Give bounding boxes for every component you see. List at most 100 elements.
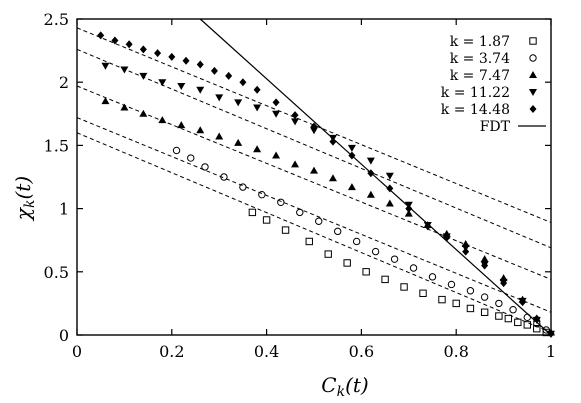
data-point-series-0: [514, 318, 522, 327]
data-point-series-1: [187, 154, 195, 162]
data-point-series-1: [258, 190, 266, 199]
legend-label: k = 11.22: [441, 85, 510, 101]
data-point-series-2: [366, 190, 375, 198]
data-point-series-3: [291, 118, 300, 126]
legend-marker: [529, 105, 537, 113]
data-point-series-3: [347, 144, 356, 152]
data-point-series-1: [172, 146, 181, 155]
data-point-series-4: [210, 66, 218, 75]
data-point-series-2: [177, 121, 186, 129]
data-point-series-2: [480, 255, 489, 263]
data-point-series-4: [500, 279, 508, 288]
data-point-series-4: [125, 40, 133, 49]
data-point-series-2: [234, 138, 243, 146]
data-point-series-4: [154, 49, 162, 58]
data-point-series-3: [196, 86, 205, 94]
data-point-series-1: [315, 217, 323, 225]
data-point-series-4: [424, 222, 432, 231]
y-tick-label: 0.5: [44, 263, 69, 282]
data-point-series-0: [466, 304, 475, 313]
data-point-series-3: [310, 127, 318, 135]
x-tick-label: 1: [546, 342, 556, 361]
y-tick-label: 2: [59, 73, 69, 92]
data-point-series-2: [328, 174, 337, 182]
data-point-series-0: [262, 216, 271, 224]
data-point-series-1: [390, 255, 399, 263]
data-point-series-2: [385, 199, 394, 207]
legend-label: k = 14.48: [441, 102, 510, 118]
data-point-series-0: [305, 237, 313, 246]
data-point-series-0: [523, 321, 531, 329]
y-tick-label: 1.5: [44, 136, 69, 155]
data-point-series-3: [366, 157, 375, 165]
data-point-series-3: [139, 72, 148, 80]
x-tick-label: 0: [72, 342, 82, 361]
data-point-series-2: [158, 116, 167, 124]
y-tick-label: 2.5: [44, 10, 69, 29]
legend-label: k = 3.74: [450, 51, 510, 67]
legend-marker: [529, 37, 537, 45]
data-point-series-3: [253, 104, 262, 112]
axis-ticks: 0 0.2 0.4 0.6 0.8 1 0 0.5 1 1.5 2 2.5: [44, 10, 557, 361]
data-point-series-4: [97, 31, 105, 40]
data-point-series-4: [182, 56, 190, 65]
data-point-series-3: [385, 172, 394, 180]
data-point-series-0: [281, 226, 290, 234]
data-point-series-2: [215, 132, 224, 140]
data-point-series-4: [253, 85, 261, 94]
data-point-series-4: [547, 329, 555, 338]
data-point-series-4: [239, 78, 247, 87]
data-point-series-4: [462, 247, 470, 256]
legend-label: k = 7.47: [450, 68, 510, 84]
legend-marker: [529, 89, 537, 96]
plot-frame: [76, 18, 552, 336]
data-point-series-3: [120, 66, 129, 74]
data-point-series-3: [177, 82, 186, 90]
data-point-series-1: [428, 273, 437, 281]
data-point-series-0: [438, 295, 446, 304]
fit-line: [76, 85, 552, 280]
data-point-series-1: [480, 293, 489, 301]
data-point-series-2: [404, 209, 413, 217]
data-point-series-1: [371, 247, 380, 256]
data-point-series-1: [523, 313, 531, 322]
data-point-series-4: [443, 233, 451, 242]
x-tick-label: 0.6: [349, 342, 374, 361]
data-point-series-3: [158, 79, 167, 87]
data-point-series-0: [362, 268, 370, 276]
data-point-series-2: [139, 109, 148, 117]
fit-line: [76, 117, 552, 313]
data-point-series-4: [367, 169, 375, 178]
x-tick-label: 0.4: [254, 342, 279, 361]
data-point-series-1: [277, 198, 285, 206]
data-point-series-0: [400, 283, 408, 291]
data-point-series-2: [310, 166, 318, 174]
data-point-series-0: [533, 324, 541, 333]
fdt-line-group: [199, 18, 552, 336]
data-point-series-3: [101, 62, 110, 70]
data-point-series-0: [381, 275, 389, 284]
y-tick-label: 0: [59, 326, 69, 345]
data-point-series-1: [352, 237, 361, 246]
data-point-series-4: [533, 314, 541, 323]
data-point-series-4: [111, 36, 119, 45]
data-point-series-2: [253, 145, 262, 153]
data-point-series-0: [504, 314, 513, 323]
data-point-series-2: [291, 160, 300, 168]
legend-label: k = 1.87: [450, 34, 510, 50]
data-point-series-4: [291, 111, 299, 120]
data-point-series-2: [347, 183, 356, 191]
x-axis-label: Ck(t): [321, 373, 368, 400]
data-point-series-4: [225, 71, 233, 80]
data-point-series-1: [495, 299, 503, 308]
data-point-series-4: [310, 122, 318, 131]
data-point-series-3: [215, 94, 224, 102]
data-point-series-2: [120, 103, 129, 111]
data-point-series-4: [386, 184, 394, 193]
data-point-series-2: [196, 126, 205, 134]
y-tick-label: 1: [59, 200, 69, 219]
data-point-series-3: [234, 99, 243, 107]
data-point-series-0: [324, 250, 332, 258]
data-point-series-4: [348, 151, 356, 160]
